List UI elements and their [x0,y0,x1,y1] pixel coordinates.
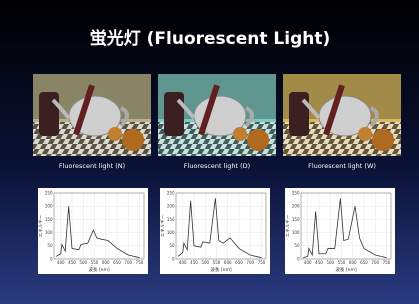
y-tick-label: 100 [292,230,300,235]
y-tick-label: 200 [292,204,300,209]
x-tick-label: 750 [383,260,391,265]
cylinder [289,92,309,136]
cylinder [164,92,184,136]
y-tick-label: 150 [167,217,175,222]
x-tick-label: 550 [338,260,346,265]
y-tick-label: 100 [45,230,53,235]
sphere-small [358,127,372,141]
y-tick-label: 200 [45,204,53,209]
x-tick-label: 450 [190,260,198,265]
x-tick-label: 650 [113,260,121,265]
x-tick-label: 550 [91,260,99,265]
image-caption: Fluorescent light (N) [59,162,125,170]
x-tick-label: 400 [57,260,65,265]
render-image [33,74,151,156]
y-tick-label: 200 [167,204,175,209]
render-image [158,74,276,156]
y-tick-label: 250 [167,190,175,195]
slide: 蛍光灯 (Fluorescent Light) Fluorescent ligh… [0,0,419,304]
y-axis-label: エネルギー [38,214,44,237]
sphere-small [233,127,247,141]
image-caption: Fluorescent light (D) [184,162,250,170]
sphere-large [122,129,144,151]
x-tick-label: 500 [201,260,209,265]
x-tick-label: 700 [124,260,132,265]
x-tick-label: 600 [349,260,357,265]
x-tick-label: 650 [360,260,368,265]
x-tick-label: 550 [213,260,221,265]
x-tick-label: 650 [235,260,243,265]
render-image [283,74,401,156]
y-tick-label: 150 [292,217,300,222]
image-caption: Fluorescent light (W) [308,162,376,170]
y-axis-label: エネルギー [285,214,291,237]
page: {"header": {"title": "蛍光灯 (Fluorescent L… [0,0,419,304]
y-axis-label: エネルギー [160,214,166,237]
y-tick-label: 250 [45,190,53,195]
y-tick-label: 50 [47,243,53,248]
x-tick-label: 500 [326,260,334,265]
x-tick-label: 400 [304,260,312,265]
sphere-large [372,129,394,151]
x-tick-label: 500 [79,260,87,265]
sphere-large [247,129,269,151]
x-tick-label: 600 [224,260,232,265]
y-tick-label: 50 [294,243,300,248]
slide-title: 蛍光灯 (Fluorescent Light) [90,28,331,49]
x-axis-label: 波長 [nm] [335,266,356,273]
sphere-small [108,127,122,141]
y-tick-label: 50 [169,243,175,248]
x-axis-label: 波長 [nm] [88,266,109,273]
x-tick-label: 700 [371,260,379,265]
y-tick-label: 100 [167,230,175,235]
x-tick-label: 400 [179,260,187,265]
x-tick-label: 750 [258,260,266,265]
y-tick-label: 150 [45,217,53,222]
y-tick-label: 250 [292,190,300,195]
x-tick-label: 600 [102,260,110,265]
x-axis-label: 波長 [nm] [210,266,231,273]
cylinder [39,92,59,136]
x-tick-label: 450 [315,260,323,265]
x-tick-label: 700 [246,260,254,265]
x-tick-label: 750 [136,260,144,265]
x-tick-label: 450 [68,260,76,265]
